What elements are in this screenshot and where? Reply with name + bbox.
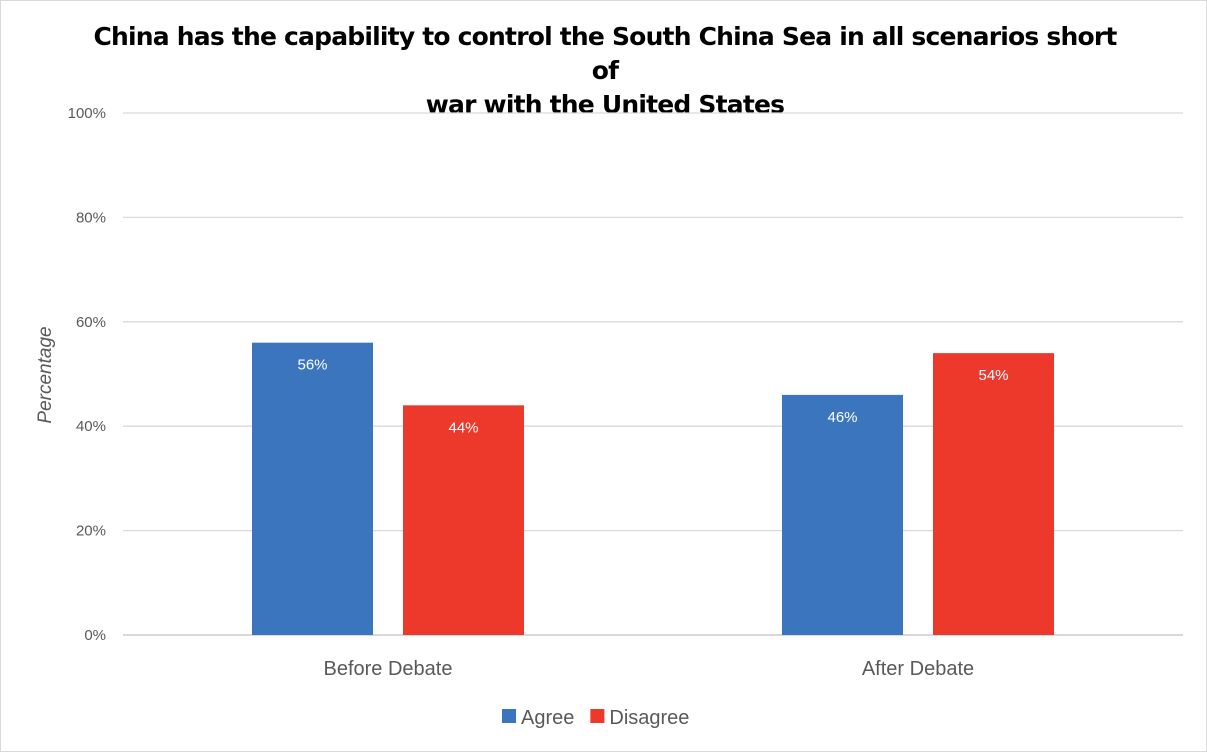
- y-tick-label: 80%: [76, 209, 106, 226]
- x-tick-label: Before Debate: [324, 658, 453, 680]
- legend-swatch-disagree: [590, 709, 605, 723]
- y-tick-label: 60%: [76, 314, 106, 331]
- x-axis-ticks: Before Debate After Debate: [324, 658, 975, 680]
- bar-disagree-1: [933, 353, 1054, 635]
- data-label: 54%: [978, 367, 1008, 384]
- legend-label-agree: Agree: [521, 707, 574, 729]
- data-label: 46%: [827, 409, 857, 426]
- y-tick-label: 100%: [68, 105, 106, 122]
- y-tick-label: 20%: [76, 523, 106, 540]
- legend: Agree Disagree: [502, 707, 689, 729]
- y-axis-ticks: 0% 20% 40% 60% 80% 100%: [68, 105, 106, 644]
- y-axis-label: Percentage: [35, 326, 56, 423]
- y-tick-label: 0%: [84, 627, 106, 644]
- data-label: 44%: [448, 419, 478, 436]
- legend-swatch-agree: [502, 709, 516, 723]
- chart-title-line-2: war with the United States: [425, 90, 785, 119]
- legend-label-disagree: Disagree: [609, 707, 689, 729]
- y-tick-label: 40%: [76, 418, 106, 435]
- bars: 56% 44% 46% 54%: [252, 342, 1054, 635]
- bar-agree-1: [782, 394, 903, 635]
- data-label: 56%: [297, 357, 327, 374]
- chart-title-line-1: China has the capability to control the …: [93, 22, 1117, 85]
- bar-disagree-0: [403, 405, 524, 635]
- bar-agree-0: [252, 342, 373, 635]
- chart-title: China has the capability to control the …: [80, 20, 1130, 122]
- x-tick-label: After Debate: [862, 658, 974, 680]
